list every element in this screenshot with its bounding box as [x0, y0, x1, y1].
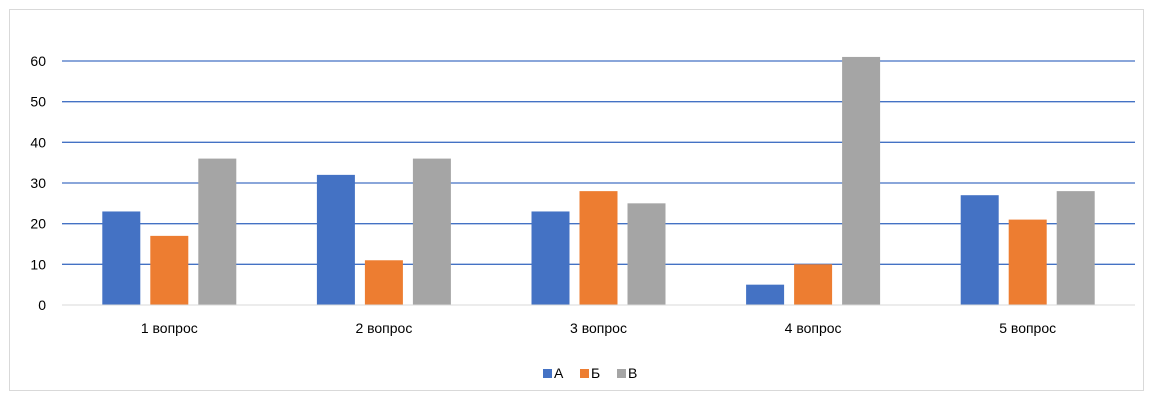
legend-item-3: В: [617, 365, 637, 381]
bar-1-3: [531, 211, 570, 305]
bar-2-5: [1008, 219, 1047, 305]
legend-item-1: А: [543, 365, 564, 381]
x-tick-label: 4 вопрос: [785, 320, 842, 336]
bar-3-4: [842, 56, 881, 305]
bar-3-3: [627, 203, 666, 305]
x-tick-label: 2 вопрос: [355, 320, 412, 336]
bar-3-2: [412, 158, 451, 305]
bar-1-1: [102, 211, 141, 305]
y-tick-label: 10: [30, 256, 46, 272]
bar-3-5: [1056, 191, 1095, 305]
x-tick-label: 5 вопрос: [999, 320, 1056, 336]
bar-2-4: [794, 264, 833, 305]
y-tick-label: 0: [38, 297, 46, 313]
legend-swatch: [617, 369, 626, 378]
bars: [102, 56, 1095, 305]
x-tick-label: 3 вопрос: [570, 320, 627, 336]
legend-label: А: [554, 365, 564, 381]
gridlines: [62, 60, 1135, 265]
legend-swatch: [580, 369, 589, 378]
bar-1-2: [316, 174, 355, 305]
y-tick-label: 20: [30, 216, 46, 232]
bar-2-2: [364, 260, 403, 305]
y-tick-label: 50: [30, 94, 46, 110]
y-tick-label: 60: [30, 53, 46, 69]
x-tick-label: 1 вопрос: [141, 320, 198, 336]
legend: А Б В: [543, 365, 637, 381]
bar-2-3: [579, 191, 618, 305]
bar-1-5: [960, 195, 999, 305]
bar-2-1: [150, 235, 189, 305]
legend-swatch: [543, 369, 552, 378]
bar-1-4: [746, 284, 785, 305]
chart-frame: [9, 9, 1144, 391]
y-axis-tick-labels: 0 10 20 30 40 50 60: [30, 53, 46, 313]
y-tick-label: 30: [30, 175, 46, 191]
y-tick-label: 40: [30, 134, 46, 150]
legend-label: В: [628, 365, 637, 381]
legend-item-2: Б: [580, 365, 600, 381]
x-axis-tick-labels: 1 вопрос 2 вопрос 3 вопрос 4 вопрос 5 вопрос: [141, 320, 1056, 336]
legend-label: Б: [591, 365, 600, 381]
bar-3-1: [198, 158, 237, 305]
